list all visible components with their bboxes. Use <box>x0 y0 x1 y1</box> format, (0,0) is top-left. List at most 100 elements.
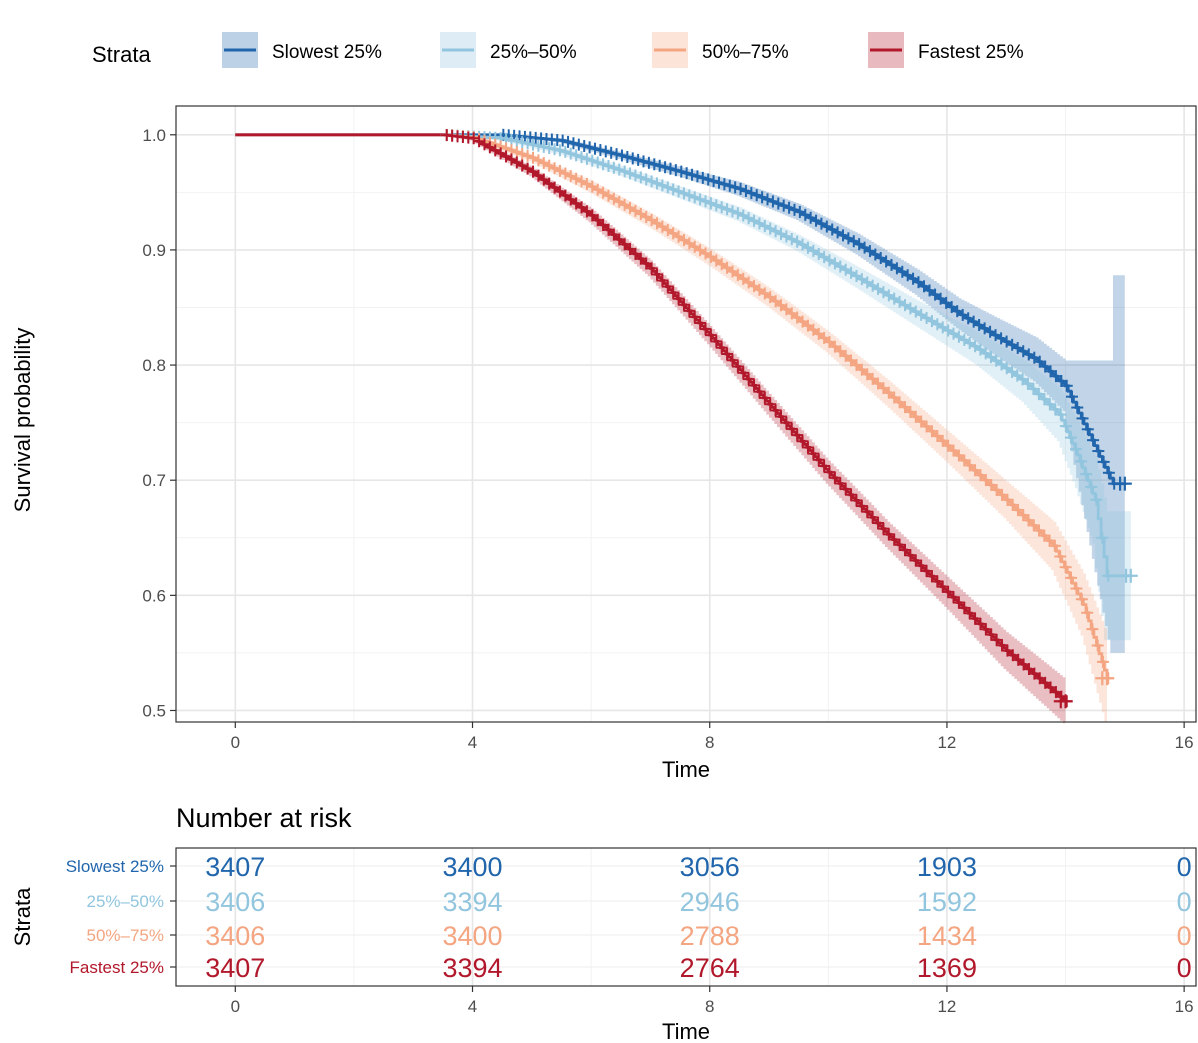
censor-mark-slowest-25 <box>1102 466 1115 479</box>
plot-grid <box>176 106 1196 722</box>
censor-mark-25-50 <box>753 217 766 230</box>
censor-mark-fastest-25 <box>990 633 1003 646</box>
legend-label: Slowest 25% <box>272 42 382 63</box>
censor-mark-25-50 <box>570 149 583 162</box>
censor-mark-fastest-25 <box>839 483 852 496</box>
censor-mark-25-50 <box>597 158 610 171</box>
censor-mark-25-50 <box>1043 398 1056 411</box>
censor-mark-25-50 <box>785 233 798 246</box>
censor-mark-25-50 <box>704 197 717 210</box>
censor-mark-slowest-25 <box>626 152 639 165</box>
censor-mark-25-50 <box>510 135 523 148</box>
risk-cell: 3407 <box>205 852 265 882</box>
censor-mark-25-50 <box>694 193 707 206</box>
censor-mark-50-75 <box>1054 550 1067 563</box>
risk-x-tick-label: 0 <box>231 997 240 1016</box>
censor-mark-slowest-25 <box>815 217 828 230</box>
censor-mark-slowest-25 <box>653 159 666 172</box>
censor-mark-slowest-25 <box>750 189 763 202</box>
censor-mark-50-75 <box>521 149 534 162</box>
legend-item-50-75: 50%–75% <box>652 32 789 68</box>
censor-mark-fastest-25 <box>796 435 809 448</box>
censor-mark-50-75 <box>537 157 550 170</box>
risk-row-label: 50%–75% <box>86 926 164 945</box>
censor-mark-25-50 <box>634 171 647 184</box>
censor-mark-end-50-75 <box>1100 671 1115 686</box>
censor-mark-slowest-25 <box>739 184 752 197</box>
censor-mark-slowest-25 <box>599 145 612 158</box>
censor-mark-25-50 <box>650 177 663 190</box>
censor-mark-25-50 <box>1064 431 1077 444</box>
risk-cell: 3400 <box>442 852 502 882</box>
risk-cell: 3406 <box>205 887 265 917</box>
censor-mark-end-slowest-25 <box>1117 476 1132 491</box>
censor-mark-fastest-25 <box>769 404 782 417</box>
censor-mark-50-75 <box>559 167 572 180</box>
censor-mark-25-50 <box>553 144 566 157</box>
censor-mark-25-50 <box>613 163 626 176</box>
censor-mark-25-50 <box>580 152 593 165</box>
legend-item-slowest-25: Slowest 25% <box>222 32 382 68</box>
censor-mark-slowest-25 <box>1097 455 1110 468</box>
risk-table-grid <box>176 848 1196 986</box>
censor-mark-50-75 <box>510 146 523 159</box>
censor-mark-fastest-25 <box>855 500 868 513</box>
censor-mark-slowest-25 <box>583 141 596 154</box>
censor-mark-slowest-25 <box>761 193 774 206</box>
censor-mark-fastest-25 <box>677 298 690 311</box>
censor-mark-slowest-25 <box>756 191 769 204</box>
censor-mark-25-50 <box>726 205 739 218</box>
y-tick-label: 0.7 <box>142 471 166 490</box>
risk-cell: 3406 <box>205 921 265 951</box>
y-axis-label: Survival probability <box>10 328 35 513</box>
censor-mark-fastest-25 <box>774 410 787 423</box>
censor-mark-slowest-25 <box>777 199 790 212</box>
legend: Strata Slowest 25% 25%–50% 50%–75% Fastest … <box>92 32 1024 68</box>
censor-mark-25-50 <box>764 222 777 235</box>
censor-mark-25-50 <box>1021 377 1034 390</box>
censor-mark-25-50 <box>537 140 550 153</box>
censor-mark-slowest-25 <box>1092 445 1105 458</box>
censor-mark-50-75 <box>1011 504 1024 517</box>
legend-item-25-50: 25%–50% <box>440 32 577 68</box>
censor-mark-slowest-25 <box>637 155 650 168</box>
legend-label: Fastest 25% <box>918 42 1024 63</box>
censor-mark-fastest-25 <box>661 280 674 293</box>
risk-table-y-label: Strata <box>10 887 35 946</box>
censor-mark-slowest-25 <box>648 158 661 171</box>
censor-mark-slowest-25 <box>664 162 677 175</box>
censor-mark-slowest-25 <box>729 181 742 194</box>
censor-mark-slowest-25 <box>1071 401 1084 414</box>
censor-mark-50-75 <box>575 175 588 188</box>
censor-mark-25-50 <box>1032 388 1045 401</box>
censor-mark-fastest-25 <box>942 585 955 598</box>
censor-mark-50-75 <box>543 159 556 172</box>
censor-mark-slowest-25 <box>632 153 645 166</box>
censor-mark-25-50 <box>721 203 734 216</box>
x-tick-label: 4 <box>468 733 477 752</box>
censor-mark-fastest-25 <box>683 304 696 317</box>
plot-background <box>176 106 1196 722</box>
risk-table-x-ticks: 0 4 8 12 16 <box>231 986 1194 1016</box>
censor-mark-25-50 <box>748 214 761 227</box>
risk-cell: 3394 <box>442 953 502 983</box>
censor-mark-50-75 <box>1086 623 1099 636</box>
censor-mark-50-75 <box>1048 539 1061 552</box>
censor-mark-25-50 <box>591 156 604 169</box>
risk-table-x-label: Time <box>662 1019 710 1043</box>
censor-mark-fastest-25 <box>931 575 944 588</box>
censor-mark-50-75 <box>532 154 545 167</box>
risk-cell: 0 <box>1177 953 1192 983</box>
risk-cell: 1903 <box>917 852 977 882</box>
censor-mark-fastest-25 <box>667 286 680 299</box>
censor-mark-slowest-25 <box>605 146 618 159</box>
censor-mark-slowest-25 <box>696 171 709 184</box>
censor-mark-slowest-25 <box>826 223 839 236</box>
censor-mark-25-50 <box>575 151 588 164</box>
risk-cell: 0 <box>1177 887 1192 917</box>
censor-mark-slowest-25 <box>621 150 634 163</box>
censor-mark-slowest-25 <box>707 175 720 188</box>
censor-mark-fastest-25 <box>963 607 976 620</box>
censor-mark-50-75 <box>527 151 539 164</box>
